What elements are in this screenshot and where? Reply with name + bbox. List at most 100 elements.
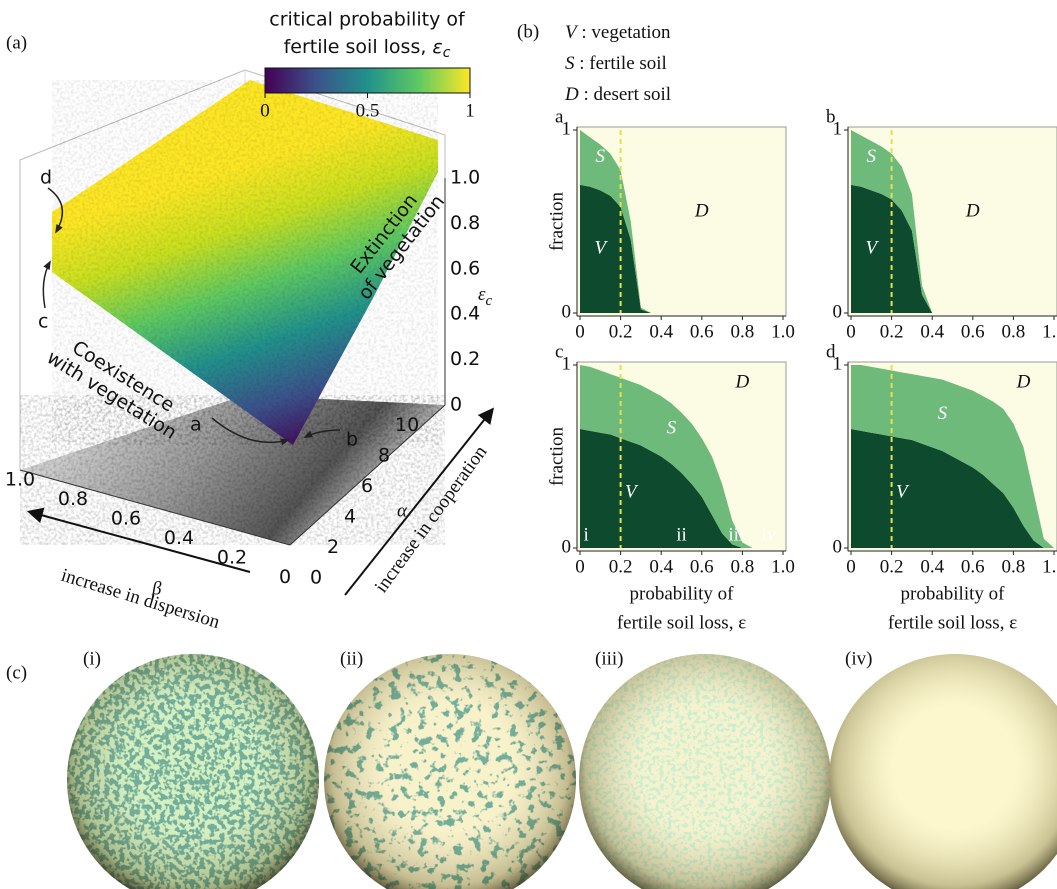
legend-symbol: S — [565, 53, 575, 74]
subplot-label: d — [826, 341, 836, 362]
beta-tick-label: 0.6 — [111, 508, 141, 530]
x-tick-label: 0.4 — [649, 556, 673, 577]
floor-grain — [20, 395, 445, 545]
area-label: S — [667, 417, 677, 438]
alpha-tick-label: 2 — [327, 536, 339, 558]
panel-label: (a) — [6, 32, 27, 53]
x-tick-label: 0.8 — [731, 321, 755, 342]
x-tick-label: 0.2 — [609, 321, 633, 342]
alpha-label: α — [397, 500, 408, 521]
point-label: c — [38, 311, 48, 333]
colorbar-title: fertile soil loss, εc — [284, 36, 451, 62]
y-axis-label: fraction — [546, 426, 567, 486]
alpha-tick-label: 6 — [361, 475, 373, 497]
sphere-label: (iv) — [845, 648, 872, 669]
beta-tick-label: 1.0 — [5, 469, 35, 491]
beta-tick-label: 0.4 — [164, 527, 194, 549]
area-label: S — [938, 403, 948, 424]
sphere: (i) — [67, 648, 319, 889]
colorbar-title: critical probability of — [269, 9, 466, 31]
x-tick-label: 0.8 — [1002, 321, 1026, 342]
x-tick-label: 0 — [846, 556, 856, 577]
x-tick-label: 0.8 — [1002, 556, 1026, 577]
x-axis-label: fertile soil loss, ε — [888, 612, 1017, 633]
sphere-label: (iii) — [595, 648, 624, 669]
annotation: ii — [676, 524, 687, 545]
subplot-label: c — [555, 341, 563, 362]
y-tick-label: 0 — [833, 301, 843, 322]
z-tick-label: 0.2 — [450, 348, 480, 370]
x-tick-label: 0.4 — [920, 556, 944, 577]
area-chart: 00.20.40.60.81.001dprobability offertile… — [826, 341, 1057, 633]
area-label: S — [596, 146, 606, 167]
sphere-shade — [829, 654, 1057, 889]
panel-label: (b) — [517, 21, 539, 42]
point-label: a — [190, 414, 202, 436]
z-tick-label: 0 — [450, 394, 462, 416]
sphere-shade — [579, 654, 831, 889]
legend-text: : desert soil — [579, 84, 671, 105]
colorbar-title-symbol: ε — [432, 36, 442, 58]
legend-text: : fertile soil — [575, 53, 667, 74]
area-chart: 00.20.40.60.81.001bVSD — [826, 106, 1057, 342]
sphere: (iv) — [829, 648, 1057, 889]
sphere-label: (ii) — [340, 648, 363, 669]
colorbar-tick-label: 0 — [260, 100, 270, 121]
legend-text: : vegetation — [577, 22, 671, 43]
x-tick-label: 0 — [575, 556, 585, 577]
x-tick-label: 0 — [846, 321, 856, 342]
area-label: S — [867, 146, 877, 167]
x-tick-label: 0.6 — [690, 556, 714, 577]
area-label: D — [694, 201, 709, 222]
area-label: D — [735, 372, 750, 393]
annotation: iv — [761, 524, 776, 545]
x-tick-label: 0 — [575, 321, 585, 342]
z-tick-label: 0.8 — [450, 212, 480, 234]
alpha-tick-label: 4 — [344, 506, 356, 528]
colorbar-tick-label: 1 — [465, 100, 475, 121]
sphere-shade — [324, 654, 576, 889]
y-tick-label: 0 — [562, 536, 572, 557]
colorbar-tick-label: 0.5 — [356, 100, 380, 121]
legend: V : vegetation S : fertile soil D : desert… — [564, 22, 671, 105]
y-axis-label: fraction — [546, 191, 567, 251]
figure: (a) (b) (c) V : vegetationS : fertile so… — [0, 0, 1057, 889]
beta-tick-label: 0.2 — [217, 547, 247, 569]
point-label: b — [346, 429, 358, 451]
beta-arrow-label: increase in dispersion — [59, 565, 223, 633]
x-tick-label: 0.2 — [880, 556, 904, 577]
x-axis-label: fertile soil loss, ε — [617, 612, 746, 633]
sphere-shade — [67, 654, 319, 889]
sphere: (ii) — [324, 648, 576, 889]
beta-tick-label: 0.8 — [58, 488, 88, 510]
alpha-tick-label: 8 — [378, 445, 390, 467]
x-tick-label: 1.0 — [771, 556, 795, 577]
legend-entry: V : vegetation — [565, 22, 671, 43]
legend-entry: D : desert soil — [564, 84, 671, 105]
panel-c: (i) (ii) (iii) (iv) — [67, 648, 1057, 889]
sphere-label: (i) — [83, 648, 101, 669]
x-tick-label: 1.0 — [1042, 556, 1057, 577]
x-tick-label: 0.6 — [961, 321, 985, 342]
y-tick-label: 0 — [562, 301, 572, 322]
colorbar-title-subscript: c — [443, 45, 451, 61]
z-label-subscript: c — [486, 293, 493, 309]
sphere: (iii) — [579, 648, 831, 889]
x-tick-label: 0.4 — [920, 321, 944, 342]
x-tick-label: 1.0 — [771, 321, 795, 342]
y-tick-label: 0 — [833, 536, 843, 557]
x-axis-label: probability of — [630, 583, 735, 604]
x-tick-label: 0.2 — [880, 321, 904, 342]
pointer-c — [43, 262, 50, 308]
alpha-tick-label: 0 — [310, 567, 322, 589]
alpha-tick-label: 10 — [395, 414, 419, 436]
x-axis-label: probability of — [901, 583, 1006, 604]
area-label: D — [965, 201, 980, 222]
annotation: iii — [728, 524, 744, 545]
x-tick-label: 0.4 — [649, 321, 673, 342]
x-tick-label: 1.0 — [1042, 321, 1057, 342]
colorbar-title-text: fertile soil loss, — [284, 36, 433, 58]
colorbar — [265, 68, 470, 93]
